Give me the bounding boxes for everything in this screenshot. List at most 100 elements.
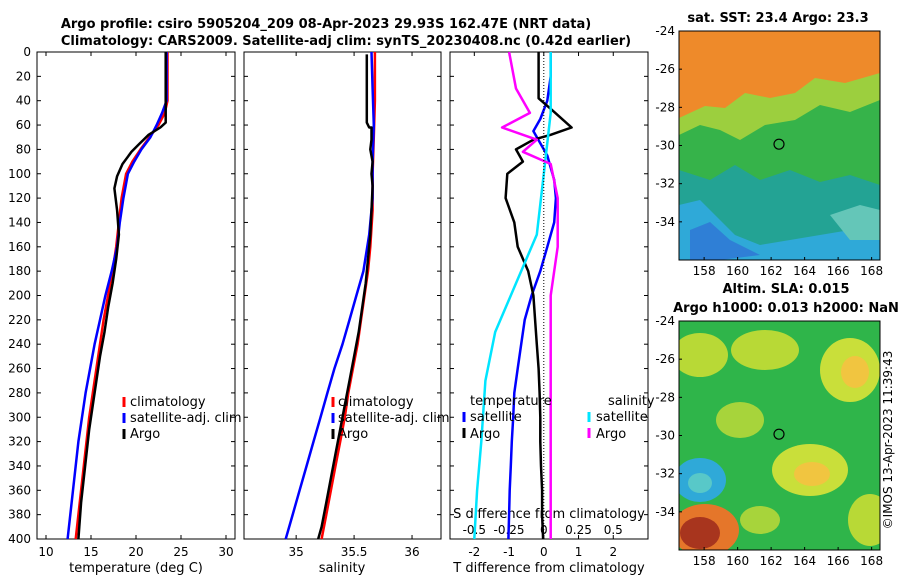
imos-timestamp: ©IMOS 13-Apr-2023 11:39:43 [881, 351, 895, 530]
temperature-xlabel: temperature (deg C) [69, 561, 203, 576]
x-tick-label: 30 [218, 545, 233, 559]
depth-tick-label: 60 [16, 118, 31, 132]
salinity-xlabel: salinity [319, 561, 366, 576]
series-salinity-argo [500, 51, 559, 539]
map-lat-label: -26 [655, 62, 675, 76]
depth-tick-labels: 0 20 40 60 80 100 120 140 160 180 200 220 240 260 280 3… [8, 45, 31, 546]
salinity-legend: climatology satellite-adj. clim Argo [331, 395, 450, 442]
x-tick-label: 35 [289, 545, 304, 559]
legend-label-climatology: climatology [338, 395, 414, 410]
map-lat-label: -28 [655, 100, 675, 114]
temperature-legend: climatology satellite-adj. clim Argo [122, 395, 242, 442]
depth-tick-label: 240 [8, 337, 31, 351]
depth-tick-label: 100 [8, 167, 31, 181]
map-lon-label: 158 [693, 264, 716, 278]
depth-tick-label: 300 [8, 410, 31, 424]
depth-tick-label: 20 [16, 69, 31, 83]
map-lat-label: -32 [655, 177, 675, 191]
sst-map-title: sat. SST: 23.4 Argo: 23.3 [687, 11, 868, 26]
sst-argo-location-marker [773, 138, 785, 150]
x-tick-label: 15 [83, 545, 98, 559]
sst-map-image [679, 31, 880, 260]
sla-argo-location-marker [773, 428, 785, 440]
temperature-axes [36, 51, 236, 540]
legend-label-climatology: climatology [130, 395, 206, 410]
x-tick-label: -2 [468, 545, 480, 559]
series-satellite-adj-clim [284, 51, 376, 540]
depth-tick-label: 0 [23, 45, 31, 59]
map-lat-label: -30 [655, 139, 675, 153]
difference-legend: temperature salinity satellite Argo sate… [462, 394, 655, 442]
x-tick-label: 35.5 [341, 545, 368, 559]
map-lat-label: -32 [655, 467, 675, 481]
depth-tick-label: 360 [8, 483, 31, 497]
depth-tick-label: 380 [8, 508, 31, 522]
map-lon-label: 168 [860, 554, 883, 568]
x-tick-label: 36 [404, 545, 419, 559]
legend-title-temperature: temperature [470, 394, 552, 409]
map-lon-label: 160 [726, 554, 749, 568]
map-lat-label: -30 [655, 429, 675, 443]
difference-xlabel: T difference from climatology [452, 561, 645, 576]
x-tick-labels: 10152025303535.536-2-1012-0.5-0.2500.250… [38, 523, 622, 559]
legend-title-salinity: salinity [608, 394, 655, 409]
series-satellite-adj-clim [66, 52, 168, 540]
map-lat-label: -34 [655, 215, 675, 229]
map-lon-label: 168 [860, 264, 883, 278]
depth-tick-label: 340 [8, 459, 31, 473]
sst-map-ticks: 158 160 162 164 166 168 -24 -26 -28 -30 -32 -34 [655, 24, 883, 278]
map-lat-label: -24 [655, 314, 675, 328]
map-lon-label: 158 [693, 554, 716, 568]
s-diff-tick-label: 0.5 [604, 523, 623, 537]
depth-tick-label: 260 [8, 362, 31, 376]
legend-label-argo: Argo [338, 427, 368, 442]
map-lat-label: -28 [655, 390, 675, 404]
depth-tick-label: 160 [8, 240, 31, 254]
s-diff-tick-label: 0.25 [565, 523, 592, 537]
legend-label-sal-argo: Argo [596, 427, 626, 442]
depth-tick-label: 80 [16, 142, 31, 156]
map-lon-label: 164 [793, 264, 816, 278]
legend-label-temp-satellite: satellite [470, 410, 522, 425]
depth-tick-label: 120 [8, 191, 31, 205]
series-argo [77, 52, 167, 540]
map-lat-label: -34 [655, 505, 675, 519]
depth-tick-label: 140 [8, 215, 31, 229]
x-tick-label: -1 [503, 545, 515, 559]
series-temperature-satellite [507, 52, 558, 540]
series-layer [66, 51, 573, 540]
series-climatology [74, 52, 169, 540]
map-lon-label: 164 [793, 554, 816, 568]
sla-map-title-2: Argo h1000: 0.013 h2000: NaN [673, 301, 899, 316]
salinity-axes [243, 51, 442, 540]
legend-label-temp-argo: Argo [470, 427, 500, 442]
map-lon-label: 166 [827, 264, 850, 278]
x-tick-label: 1 [575, 545, 583, 559]
difference-top-xlabel: S difference from climatology [453, 507, 645, 522]
depth-tick-label: 400 [8, 532, 31, 546]
x-tick-label: 25 [173, 545, 188, 559]
depth-tick-label: 220 [8, 313, 31, 327]
map-lat-label: -24 [655, 24, 675, 38]
map-lon-label: 160 [726, 264, 749, 278]
sla-map-title-1: Altim. SLA: 0.015 [723, 282, 850, 297]
tick-marks [37, 51, 648, 540]
map-lon-label: 162 [760, 554, 783, 568]
x-tick-label: 10 [38, 545, 53, 559]
x-tick-label: 20 [128, 545, 143, 559]
depth-tick-label: 320 [8, 435, 31, 449]
sla-map-image [679, 321, 880, 550]
legend-label-sal-satellite: satellite [596, 410, 648, 425]
legend-label-satellite-adj: satellite-adj. clim [130, 411, 242, 426]
map-lon-label: 166 [827, 554, 850, 568]
x-tick-label: 0 [540, 545, 548, 559]
legend-label-satellite-adj: satellite-adj. clim [338, 411, 450, 426]
x-tick-label: 2 [609, 545, 617, 559]
depth-tick-label: 280 [8, 386, 31, 400]
depth-tick-label: 200 [8, 289, 31, 303]
map-lon-label: 162 [760, 264, 783, 278]
title-line-2: Climatology: CARS2009. Satellite-adj cli… [61, 34, 631, 49]
series-argo [316, 54, 374, 540]
series-salinity-satellite [473, 52, 552, 540]
